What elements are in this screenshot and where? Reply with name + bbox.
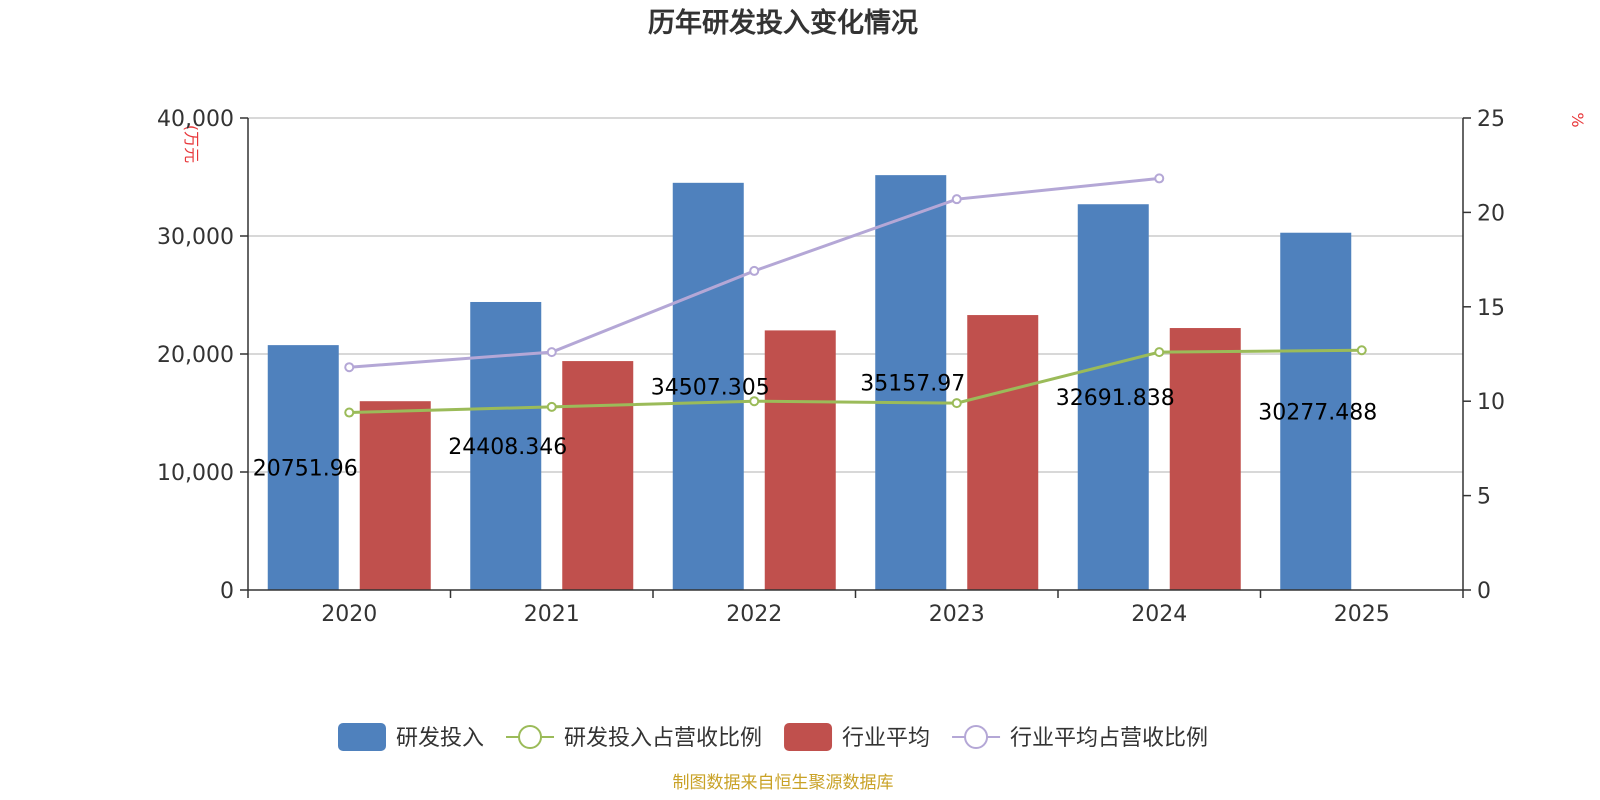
chart-title: 历年研发投入变化情况 <box>648 7 918 39</box>
bar <box>764 330 836 590</box>
left-tick-label: 10,000 <box>157 461 234 486</box>
legend-label: 行业平均占营收比例 <box>1010 726 1208 751</box>
line-point <box>1154 347 1165 358</box>
right-tick-label: 10 <box>1477 390 1505 415</box>
x-tick-label: 2022 <box>726 602 782 627</box>
legend-swatch-marker <box>518 725 543 749</box>
bar <box>967 315 1039 590</box>
bar-data-label: 20751.96 <box>253 457 358 482</box>
data-labels: 20751.96 24408.346 34507.305 35157.97 32691.… <box>253 372 1377 482</box>
bar-data-label: 34507.305 <box>651 375 770 400</box>
right-tick-label: 0 <box>1477 579 1491 604</box>
bar <box>562 361 634 590</box>
left-axis-unit: (万元 <box>182 125 201 163</box>
x-tick-label: 2021 <box>524 602 580 627</box>
x-tick-label: 2020 <box>321 602 377 627</box>
bar <box>267 345 339 590</box>
right-tick-label: 5 <box>1477 485 1491 510</box>
bar <box>1077 204 1149 590</box>
bar <box>1280 232 1352 590</box>
x-tick-label: 2025 <box>1334 602 1390 627</box>
bars <box>267 175 1352 591</box>
left-tick-label: 20,000 <box>157 343 234 368</box>
bar-data-label: 32691.838 <box>1056 386 1175 411</box>
bar <box>470 301 542 590</box>
legend-label: 行业平均 <box>842 726 930 751</box>
line-point <box>951 194 962 205</box>
line-point <box>749 265 760 276</box>
left-tick-label: 40,000 <box>157 107 234 132</box>
bar <box>1169 328 1241 590</box>
bar <box>672 182 744 591</box>
lines <box>344 173 1367 418</box>
line-point <box>546 347 557 358</box>
right-tick-label: 20 <box>1477 201 1505 226</box>
source-note: 制图数据来自恒生聚源数据库 <box>673 773 894 793</box>
line-point <box>951 398 962 409</box>
bar-data-label: 24408.346 <box>448 435 567 460</box>
right-tick-label: 15 <box>1477 296 1505 321</box>
legend-label: 研发投入 <box>396 726 484 751</box>
line-point <box>546 401 557 412</box>
bar-data-label: 35157.97 <box>860 372 965 397</box>
line-point <box>749 396 760 407</box>
legend-label: 研发投入占营收比例 <box>564 726 762 751</box>
left-tick-label: 30,000 <box>157 225 234 250</box>
right-tick-label: 25 <box>1477 107 1505 132</box>
line-point <box>1356 345 1367 356</box>
legend: 研发投入 研发投入占营收比例 行业平均 行业平均占营收比例 <box>338 723 1208 751</box>
left-tick-label: 0 <box>220 579 234 604</box>
x-tick-label: 2023 <box>929 602 985 627</box>
bar <box>359 401 431 590</box>
bar-data-label: 30277.488 <box>1258 400 1377 425</box>
legend-swatch <box>338 723 386 751</box>
legend-swatch-marker <box>964 725 989 749</box>
line-point <box>344 362 355 373</box>
line-point <box>344 407 355 418</box>
bar <box>875 175 947 590</box>
line-point <box>1154 173 1165 184</box>
x-tick-label: 2024 <box>1131 602 1187 627</box>
series-line <box>349 348 1362 415</box>
legend-swatch <box>784 723 833 751</box>
right-axis-unit: % <box>1568 112 1587 127</box>
